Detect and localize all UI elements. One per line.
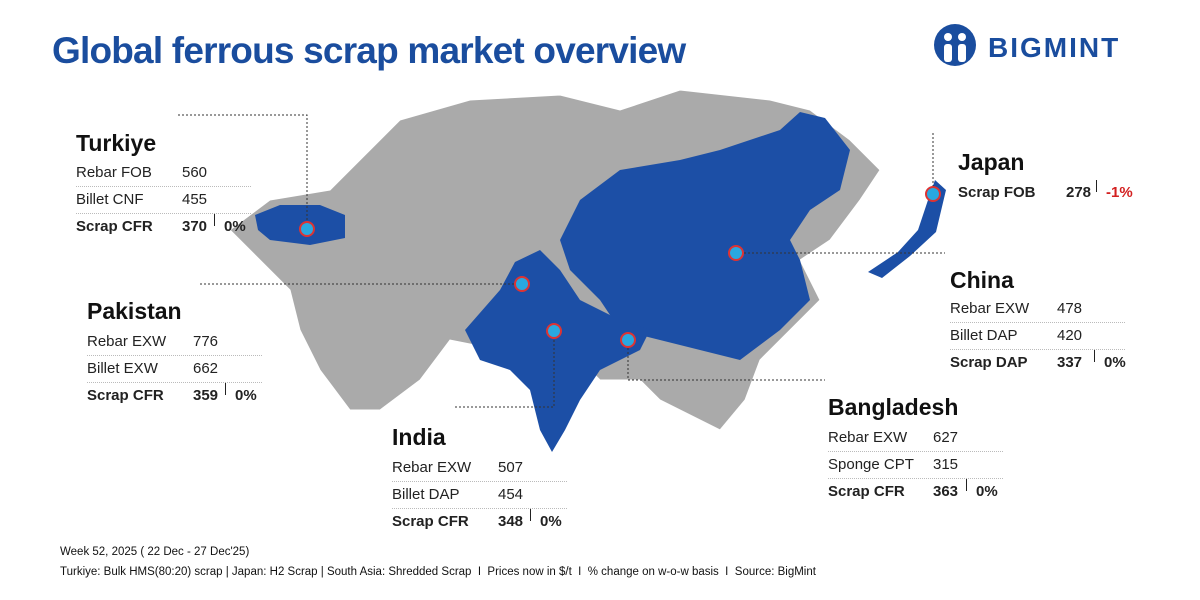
country-name: Pakistan bbox=[87, 298, 182, 324]
country-name: Japan bbox=[958, 149, 1025, 175]
price-label: Sponge CPT bbox=[828, 456, 914, 473]
country-name: India bbox=[392, 424, 446, 450]
south-asia-shape bbox=[465, 250, 650, 452]
title: Global ferrous scrap market overview bbox=[52, 30, 686, 71]
price-value: 455 bbox=[182, 191, 208, 208]
price-label: Scrap CFR bbox=[87, 387, 164, 404]
separator bbox=[530, 509, 531, 521]
price-row: Scrap FOB 278 -1% bbox=[958, 180, 1148, 206]
price-row: Rebar EXW 507 bbox=[392, 455, 567, 482]
country-name: Bangladesh bbox=[828, 394, 959, 420]
price-value: 278 bbox=[1066, 184, 1092, 201]
price-label: Billet EXW bbox=[87, 360, 158, 377]
country-name: Turkiye bbox=[76, 130, 157, 156]
price-value: 420 bbox=[1057, 327, 1083, 344]
price-row: Billet CNF 455 bbox=[76, 187, 251, 214]
price-value: 776 bbox=[193, 333, 219, 350]
price-row: Rebar EXW 776 bbox=[87, 329, 262, 356]
country-name: China bbox=[950, 267, 1014, 293]
price-row: Scrap CFR 359 0% bbox=[87, 383, 262, 409]
leader-line bbox=[455, 331, 555, 408]
price-row: Billet DAP 420 bbox=[950, 323, 1125, 350]
footer-note: Turkiye: Bulk HMS(80:20) scrap | Japan: … bbox=[60, 566, 816, 578]
price-label: Rebar EXW bbox=[87, 333, 167, 350]
marker bbox=[546, 323, 562, 339]
price-value: 315 bbox=[933, 456, 959, 473]
price-change: 0% bbox=[224, 218, 246, 235]
marker bbox=[925, 186, 941, 202]
price-value: 507 bbox=[498, 459, 524, 476]
price-value: 337 bbox=[1057, 354, 1083, 371]
price-value: 454 bbox=[498, 486, 524, 503]
price-value: 359 bbox=[193, 387, 219, 404]
marker bbox=[728, 245, 744, 261]
separator bbox=[225, 383, 226, 395]
price-label: Scrap CFR bbox=[828, 483, 905, 500]
price-row: Sponge CPT 315 bbox=[828, 452, 1003, 479]
price-row: Billet DAP 454 bbox=[392, 482, 567, 509]
japan-shape bbox=[868, 180, 946, 278]
logo-figure bbox=[944, 33, 952, 41]
logo-figure bbox=[944, 44, 952, 62]
price-label: Rebar FOB bbox=[76, 164, 152, 181]
price-label: Scrap DAP bbox=[950, 354, 1028, 371]
price-change: -1% bbox=[1106, 184, 1133, 201]
price-row: Scrap CFR 370 0% bbox=[76, 214, 251, 240]
price-row: Scrap DAP 337 0% bbox=[950, 350, 1126, 376]
price-row: Rebar FOB 560 bbox=[76, 160, 251, 187]
price-change: 0% bbox=[1104, 354, 1126, 371]
price-label: Scrap CFR bbox=[76, 218, 153, 235]
separator bbox=[1096, 180, 1097, 192]
turkiye-shape bbox=[255, 205, 345, 245]
leader-lines bbox=[178, 114, 945, 408]
price-row: Rebar EXW 627 bbox=[828, 425, 1003, 452]
footer-week: Week 52, 2025 ( 22 Dec - 27 Dec'25) bbox=[60, 546, 250, 558]
price-change: 0% bbox=[540, 513, 562, 530]
logo-figure bbox=[958, 33, 966, 41]
price-change: 0% bbox=[235, 387, 257, 404]
logo-icon bbox=[934, 24, 976, 66]
price-label: Rebar EXW bbox=[828, 429, 908, 446]
price-value: 348 bbox=[498, 513, 524, 530]
price-row: Scrap CFR 363 0% bbox=[828, 479, 1003, 505]
leader-line bbox=[178, 114, 308, 229]
separator bbox=[1094, 350, 1095, 362]
price-label: Scrap CFR bbox=[392, 513, 469, 530]
price-value: 662 bbox=[193, 360, 219, 377]
price-label: Billet DAP bbox=[950, 327, 1018, 344]
price-label: Billet CNF bbox=[76, 191, 144, 208]
price-label: Scrap FOB bbox=[958, 184, 1036, 201]
marker bbox=[620, 332, 636, 348]
price-label: Rebar EXW bbox=[950, 300, 1030, 317]
price-change: 0% bbox=[976, 483, 998, 500]
logo-figure bbox=[958, 44, 966, 62]
marker bbox=[514, 276, 530, 292]
price-row: Scrap CFR 348 0% bbox=[392, 509, 567, 535]
markers bbox=[299, 186, 941, 348]
price-value: 560 bbox=[182, 164, 208, 181]
price-label: Rebar EXW bbox=[392, 459, 472, 476]
logo-ring bbox=[934, 24, 976, 66]
price-row: Rebar EXW 478 bbox=[950, 296, 1125, 323]
separator bbox=[966, 479, 967, 491]
logo-text: BIGMINT bbox=[988, 32, 1121, 63]
price-value: 363 bbox=[933, 483, 959, 500]
price-row: Billet EXW 662 bbox=[87, 356, 262, 383]
price-label: Billet DAP bbox=[392, 486, 460, 503]
marker bbox=[299, 221, 315, 237]
separator bbox=[214, 214, 215, 226]
price-value: 627 bbox=[933, 429, 959, 446]
leader-line bbox=[627, 340, 825, 381]
china-shape bbox=[560, 112, 850, 360]
price-value: 478 bbox=[1057, 300, 1083, 317]
price-value: 370 bbox=[182, 218, 208, 235]
